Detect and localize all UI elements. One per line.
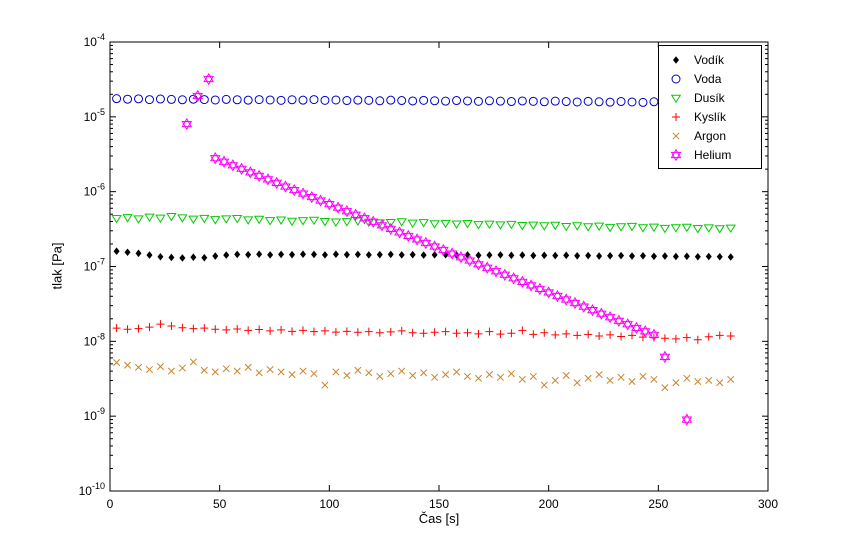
legend-item-voda: Voda [661,69,757,88]
legend-label: Dusík [694,90,725,105]
legend-item-argon: Argon [661,126,757,145]
y-tick-label: 10-8 [84,331,105,348]
series-kyslik [112,320,735,344]
legend-label: Vodík [694,52,725,67]
circle-marker-icon [671,74,681,83]
x-tick-label: 150 [429,497,449,511]
legend-item-kyslik: Kyslík [661,107,757,126]
x-tick-label: 300 [758,497,778,511]
y-axis-label: tlak [Pa] [49,242,65,290]
y-tick-label: 10-4 [84,32,105,49]
y-tick-label: 10-5 [84,107,105,124]
legend-item-helium: Helium [661,145,757,164]
y-tick-label: 10-10 [79,481,105,498]
diamond-marker-icon [673,55,679,64]
hexagram-marker-icon [670,148,682,161]
legend-item-vodik: Vodík [661,50,757,69]
legend-label: Argon [694,128,727,143]
legend-label: Kyslík [694,109,727,124]
x-tick-label: 50 [213,497,227,511]
plus-marker-icon [672,112,680,121]
x-tick-label: 250 [648,497,668,511]
series-argon [113,358,735,392]
series-helium [181,72,693,426]
x-tick-label: 100 [319,497,339,511]
x-marker-icon [672,131,680,140]
legend-label: Voda [694,71,722,86]
x-tick-label: 0 [107,497,114,511]
y-tick-label: 10-7 [84,257,105,274]
legend: Vodík Voda Dusík Kyslík Argon Helium [658,45,762,169]
legend-label: Helium [694,147,732,162]
legend-item-dusik: Dusík [661,88,757,107]
x-tick-label: 200 [539,497,559,511]
series-dusik [111,213,736,234]
y-tick-label: 10-6 [84,182,105,199]
triangle-down-marker-icon [670,94,682,103]
y-tick-label: 10-9 [84,406,105,423]
x-axis-label: Čas [s] [418,511,460,526]
